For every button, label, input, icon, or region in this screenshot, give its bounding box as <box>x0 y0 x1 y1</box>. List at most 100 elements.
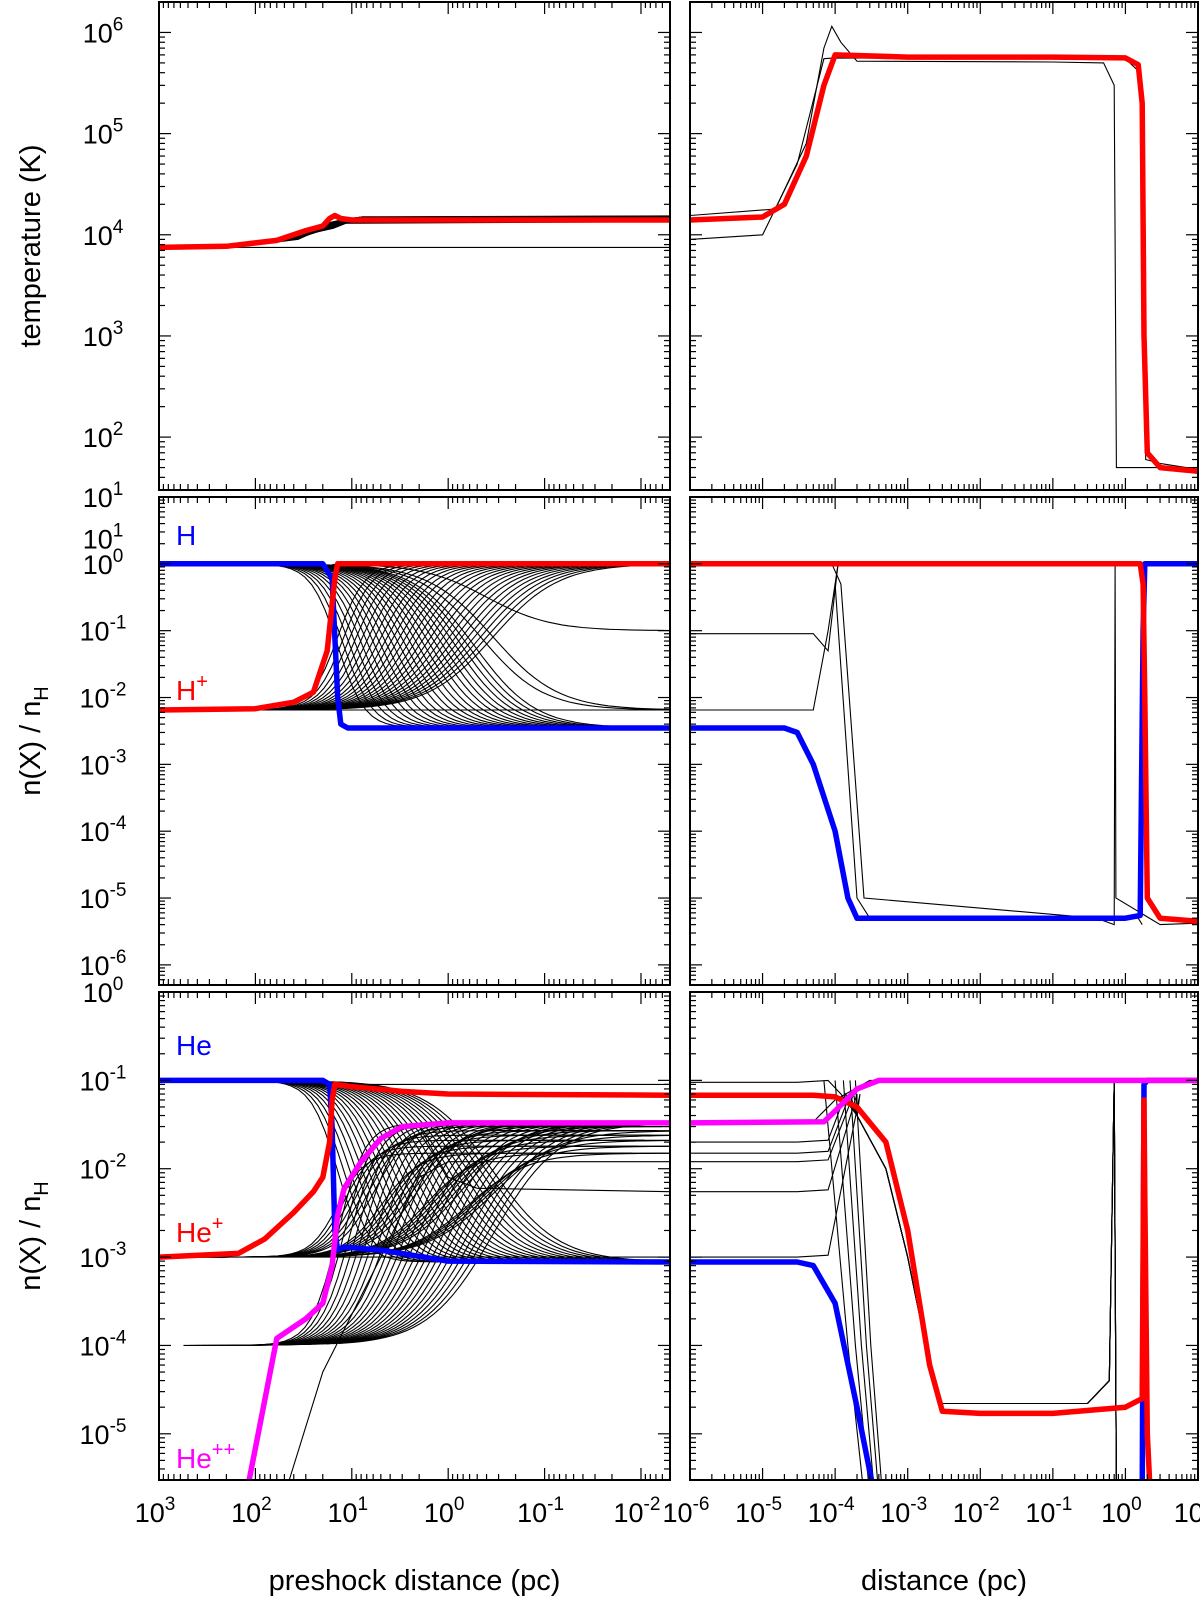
model-family-group <box>202 563 607 711</box>
x-tick-label: 103 <box>135 1494 176 1528</box>
helium-model-line <box>849 1080 879 1480</box>
he-ion-line <box>690 1092 1153 1480</box>
model-family-group <box>338 563 670 710</box>
y-axis-title-row2: n(X) / nH <box>15 1181 53 1291</box>
x-tick-label: 10-1 <box>517 1494 564 1528</box>
model-family-group <box>220 563 626 711</box>
model-family-group <box>245 563 651 711</box>
helium-model-line <box>332 1134 670 1257</box>
helium-model-line <box>690 1080 1117 1480</box>
helium-model-line <box>823 1080 863 1480</box>
model-family-group <box>202 1079 607 1263</box>
right-x-axis-title: distance (pc) <box>861 1565 1027 1597</box>
species-label-h: H <box>176 520 196 551</box>
x-tick-label: 10-6 <box>663 1494 710 1528</box>
model-family-group <box>831 563 1198 926</box>
x-tick-label: 10-2 <box>614 1494 661 1528</box>
y-tick-label: 101 <box>83 479 124 513</box>
series-group <box>690 1092 1153 1480</box>
y-tick-label: 10-2 <box>80 1151 127 1185</box>
helium-model-line <box>690 1080 1117 1480</box>
hydrogen-model-line <box>208 563 614 729</box>
helium-model-line <box>245 1079 651 1263</box>
series-group <box>159 561 670 713</box>
series-group <box>690 561 1198 924</box>
model-family-group <box>834 583 1143 925</box>
h-ion-line <box>690 561 1198 924</box>
x-tick-label: 10-3 <box>880 1494 927 1528</box>
model-family-group <box>849 1080 879 1480</box>
model-family-group <box>823 1080 863 1480</box>
hydrogen-model-line <box>332 563 670 632</box>
hydrogen-model-line <box>245 563 651 711</box>
helium-model-line <box>251 1079 657 1263</box>
model-family-group <box>690 57 1198 470</box>
species-label-he-plusplus: He++ <box>176 1439 235 1474</box>
y-axis-title-row1: n(X) / nH <box>15 686 53 796</box>
helium-model-line <box>418 1126 670 1193</box>
temperature-model-line <box>690 57 1198 470</box>
model-family-group <box>332 563 670 710</box>
model-family-group <box>418 1126 670 1193</box>
panel-frame-r2c1 <box>689 991 1199 1481</box>
x-tick-label: 100 <box>1101 1494 1142 1528</box>
helium-model-line <box>332 1123 670 1345</box>
y-tick-label: 101 <box>83 520 124 554</box>
model-family-group <box>208 563 614 711</box>
hydrogen-model-line <box>338 564 670 710</box>
series-group <box>159 561 670 731</box>
x-tick-label: 10-2 <box>953 1494 1000 1528</box>
model-family-group <box>690 1080 1117 1480</box>
x-tick-label: 10-1 <box>1025 1494 1072 1528</box>
helium-model-line <box>288 1161 670 1480</box>
y-tick-label: 100 <box>83 974 124 1008</box>
model-family-group <box>690 24 1198 469</box>
h-line <box>690 561 1198 921</box>
x-tick-label: 10-5 <box>735 1494 782 1528</box>
hydrogen-model-line <box>690 563 1198 653</box>
y-tick-label: 105 <box>83 116 124 150</box>
species-label-he: He <box>176 1030 212 1061</box>
x-tick-label: 102 <box>231 1494 272 1528</box>
model-family-group <box>332 563 670 632</box>
series-group <box>690 1077 1198 1126</box>
x-tick-label: 100 <box>424 1494 465 1528</box>
model-family-group <box>690 1079 1198 1123</box>
y-tick-label: 10-3 <box>80 1239 127 1273</box>
model-family-group <box>690 563 1198 653</box>
helium-model-line <box>338 1123 670 1344</box>
panel-frame-r2c0 <box>158 991 671 1481</box>
model-family-group <box>251 1079 657 1263</box>
y-tick-label: 10-1 <box>80 1062 127 1096</box>
model-family-group <box>208 563 614 729</box>
x-tick-label: 101 <box>1174 1494 1200 1528</box>
he-line <box>690 1077 1198 1480</box>
helium-model-line <box>690 1080 1117 1480</box>
h-ion-line <box>159 561 670 713</box>
hydrogen-model-line <box>332 563 670 710</box>
hydrogen-model-line <box>834 583 1143 925</box>
panel-frame-r1c1 <box>689 496 1199 986</box>
helium-model-line <box>854 1080 882 1480</box>
series-group <box>159 1081 670 1260</box>
hydrogen-model-line <box>338 563 670 710</box>
y-tick-label: 10-1 <box>80 613 127 647</box>
model-family-group <box>245 1079 651 1263</box>
hydrogen-model-line <box>831 563 1198 926</box>
series-group <box>690 561 1198 921</box>
helium-model-line <box>842 1080 874 1480</box>
model-family-group <box>690 1080 1117 1480</box>
helium-model-line <box>233 1145 638 1258</box>
hydrogen-model-line <box>239 563 645 711</box>
series-group <box>690 1077 1198 1480</box>
model-family-group <box>338 1123 670 1344</box>
model-family-group <box>332 1134 670 1257</box>
model-family-group <box>854 1080 882 1480</box>
x-tick-label: 101 <box>327 1494 368 1528</box>
model-family-group <box>842 1080 874 1480</box>
helium-model-line <box>239 1122 645 1346</box>
model-family-group <box>690 1080 1117 1480</box>
temperature-model-line <box>690 24 1198 469</box>
hydrogen-model-line <box>202 563 607 711</box>
y-tick-label: 10-5 <box>80 1416 127 1450</box>
